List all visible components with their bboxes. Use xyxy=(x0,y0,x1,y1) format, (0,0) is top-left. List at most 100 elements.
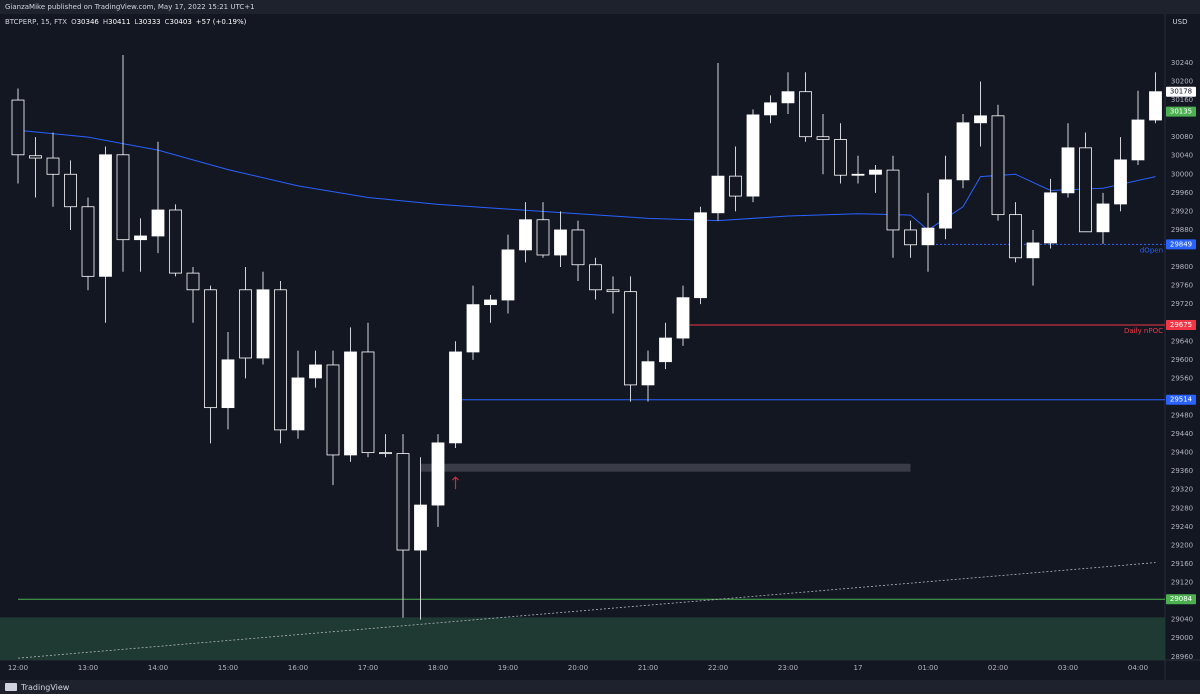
x-tick-label: 22:00 xyxy=(708,664,728,672)
legend-text: 30403 xyxy=(170,18,192,26)
x-tick-label: 17 xyxy=(854,664,863,672)
x-tick-label: 18:00 xyxy=(428,664,448,672)
publisher: GianzaMike published on TradingView.com,… xyxy=(5,3,255,11)
candle-body xyxy=(256,289,270,359)
y-tick-label: 29120 xyxy=(1171,579,1193,587)
y-tick-label: 29600 xyxy=(1171,356,1193,364)
legend-text: +57 (+0.19%) xyxy=(196,18,247,26)
candle-body xyxy=(991,115,1005,216)
candle-body xyxy=(921,227,935,246)
price-badge xyxy=(1166,106,1196,117)
legend-text: BTCPERP, 15, FTX xyxy=(5,18,67,26)
candle-body xyxy=(81,206,95,277)
candle-body xyxy=(746,114,760,197)
x-tick-label: 02:00 xyxy=(988,664,1008,672)
y-tick-label: 29200 xyxy=(1171,541,1193,549)
candle-body xyxy=(169,209,182,274)
legend-text: 30346 xyxy=(77,18,100,26)
candle-body xyxy=(344,351,357,456)
price-badge-label: 30135 xyxy=(1170,108,1192,116)
candle-body xyxy=(781,91,795,104)
candle-body xyxy=(1026,242,1040,259)
y-tick-label: 29720 xyxy=(1171,300,1193,308)
price-badge-label: 29084 xyxy=(1170,595,1193,603)
candle-body xyxy=(239,289,252,359)
candle-body xyxy=(904,229,917,246)
currency: USD xyxy=(1173,18,1188,26)
candle-body xyxy=(816,136,830,140)
x-tick-label: 12:00 xyxy=(8,664,28,672)
footer-bar xyxy=(0,680,1200,694)
y-tick-label: 29280 xyxy=(1171,504,1193,512)
logo xyxy=(5,683,17,691)
y-tick-label: 29000 xyxy=(1171,634,1193,642)
x-tick-label: 04:00 xyxy=(1128,664,1148,672)
x-tick-label: 14:00 xyxy=(148,664,168,672)
candle-body xyxy=(274,289,287,431)
y-tick-label: 30240 xyxy=(1171,59,1193,67)
arrow xyxy=(452,476,459,490)
y-tick-label: 29440 xyxy=(1171,430,1193,438)
y-tick-label: 30000 xyxy=(1171,170,1193,178)
y-tick-label: 29880 xyxy=(1171,226,1193,234)
candle-body xyxy=(29,155,42,159)
candle-body xyxy=(204,289,217,409)
candle-body xyxy=(116,154,130,241)
y-tick-label: 29960 xyxy=(1171,189,1193,197)
candle-body xyxy=(1079,147,1092,233)
legend-text: L xyxy=(134,18,138,26)
legend-text: 30333 xyxy=(138,18,160,26)
candle-body xyxy=(851,173,865,176)
price-badge-label: 30178 xyxy=(1170,88,1192,96)
candle-body xyxy=(1149,91,1162,121)
candle-body xyxy=(99,154,112,277)
y-tick-label: 29640 xyxy=(1171,337,1193,345)
candle-body xyxy=(834,139,847,176)
price-badge xyxy=(1166,239,1196,250)
candle-body xyxy=(1009,214,1022,259)
x-tick-label: 23:00 xyxy=(778,664,798,672)
candle-body xyxy=(571,229,585,266)
header-bar xyxy=(0,0,1200,14)
price-badge xyxy=(1166,320,1196,331)
candle-body xyxy=(519,219,532,251)
candle-body xyxy=(729,175,742,197)
x-tick-label: 16:00 xyxy=(288,664,308,672)
candle-body xyxy=(956,122,970,181)
x-tick-label: 21:00 xyxy=(638,664,658,672)
x-tick-label: 01:00 xyxy=(918,664,938,672)
candle-body xyxy=(396,453,410,551)
price-badge-label: 29849 xyxy=(1170,240,1192,248)
legend-text: H xyxy=(103,18,108,26)
candle-body xyxy=(326,364,340,456)
level-label: Daily nPOC xyxy=(1124,327,1163,335)
price-badge xyxy=(1166,86,1196,97)
x-tick-label: 03:00 xyxy=(1058,664,1078,672)
y-tick-label: 29040 xyxy=(1171,616,1193,624)
candle-body xyxy=(694,212,707,299)
candle-body xyxy=(46,157,60,175)
x-tick-label: 15:00 xyxy=(218,664,238,672)
candle-body xyxy=(606,289,620,293)
candle-body xyxy=(11,99,25,156)
legend-text: C xyxy=(165,18,170,26)
candle-body xyxy=(501,249,515,301)
candle-body xyxy=(939,179,952,229)
level-label: dOpen xyxy=(1140,246,1163,254)
y-tick-label: 29400 xyxy=(1171,449,1193,457)
legend-text: 30411 xyxy=(108,18,130,26)
candle-body xyxy=(151,209,165,237)
price-badge xyxy=(1166,394,1196,405)
candle-body xyxy=(484,299,497,306)
y-tick-label: 28960 xyxy=(1171,653,1193,661)
legend-text: O xyxy=(71,18,77,26)
candle-body xyxy=(974,115,987,124)
candle-body xyxy=(886,169,900,231)
y-tick-label: 29480 xyxy=(1171,412,1193,420)
candle-body xyxy=(1114,159,1127,205)
candle-body xyxy=(431,442,445,506)
candle-body xyxy=(1131,119,1145,161)
